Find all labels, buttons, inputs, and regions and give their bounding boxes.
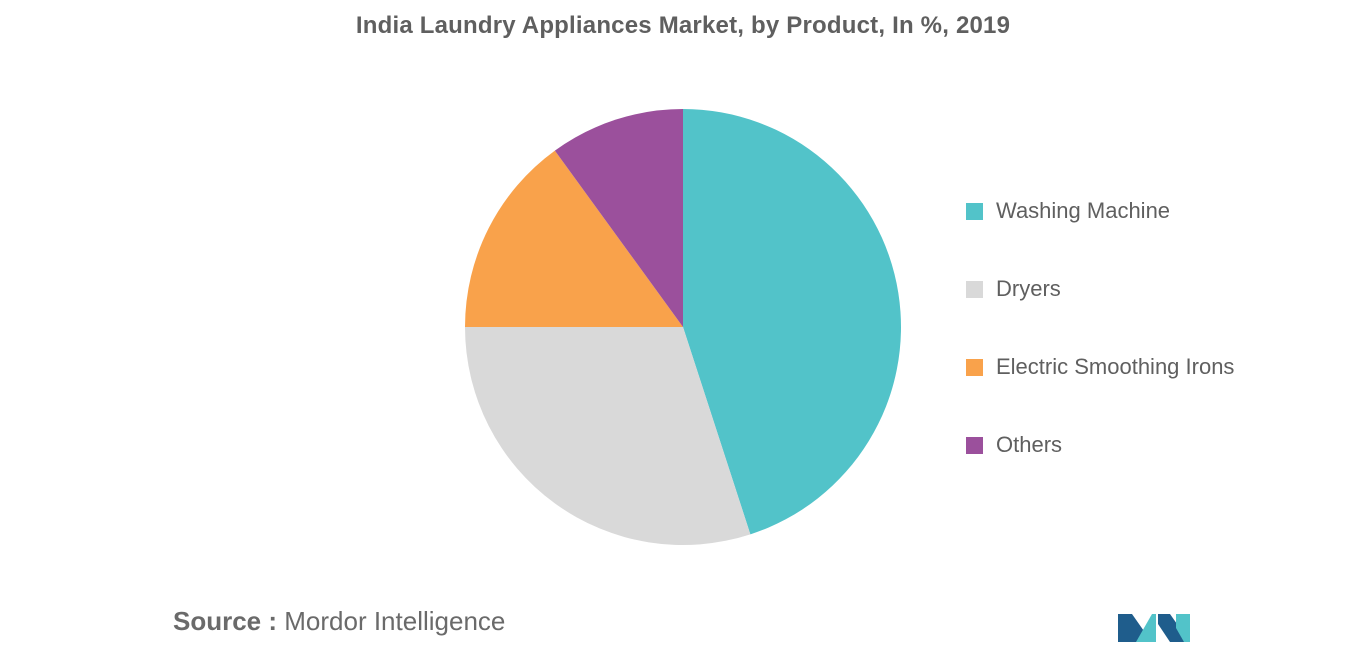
chart-legend: Washing Machine Dryers Electric Smoothin… <box>966 196 1234 508</box>
legend-label: Others <box>996 432 1063 457</box>
legend-item: Washing Machine <box>966 196 1234 226</box>
logo-shape <box>1136 614 1156 642</box>
logo-shape <box>1118 614 1146 642</box>
pie-slice-dryers <box>465 327 751 545</box>
legend-label: Washing Machine <box>996 198 1171 223</box>
pie-slices <box>465 109 901 545</box>
legend-label: Electric Smoothing Irons <box>996 354 1235 379</box>
source-note: Source : Mordor Intelligence <box>173 606 505 637</box>
pie-slice-washing-machine <box>683 109 901 535</box>
pie-slice-electric-smoothing-irons <box>465 150 683 327</box>
pie-slice-others <box>554 109 683 327</box>
legend-item: Others <box>966 430 1234 460</box>
source-prefix: Source : <box>173 606 278 636</box>
legend-item: Dryers <box>966 274 1234 304</box>
legend-swatch <box>966 280 983 298</box>
chart-title: India Laundry Appliances Market, by Prod… <box>355 12 1011 39</box>
mordor-intelligence-logo-icon <box>1118 614 1190 642</box>
logo-shape <box>1158 614 1184 642</box>
logo-shape <box>1176 614 1190 642</box>
legend-swatch <box>966 358 983 376</box>
source-text: Mordor Intelligence <box>277 606 506 636</box>
legend-label: Dryers <box>996 276 1061 301</box>
legend-swatch <box>966 202 983 220</box>
legend-swatch <box>966 436 983 454</box>
legend-item: Electric Smoothing Irons <box>966 352 1234 382</box>
